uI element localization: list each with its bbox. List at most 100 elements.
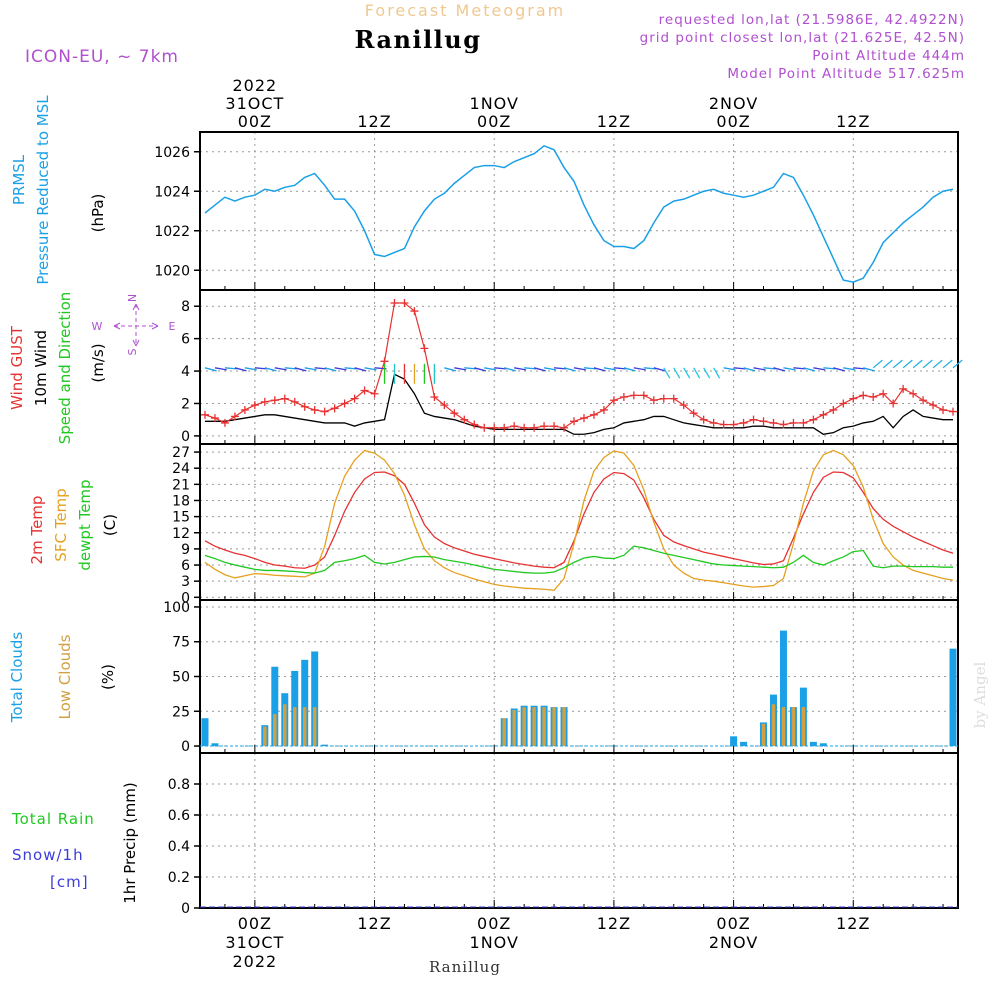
time-label: 00Z (716, 914, 750, 933)
gust-marker (300, 402, 309, 411)
wind-direction-arrow (484, 367, 497, 371)
gust-marker (220, 418, 229, 427)
low-cloud-bar (263, 726, 267, 747)
gust-marker (949, 407, 958, 416)
pressure-ytick-label: 1024 (154, 184, 190, 200)
precipitation-ytick-label: 0.4 (168, 839, 190, 855)
wind-direction-arrow (853, 367, 866, 370)
gust-marker (460, 415, 469, 424)
total-cloud-bar (271, 666, 279, 747)
gust-marker (290, 397, 299, 406)
low-cloud-bar (273, 714, 277, 747)
total-cloud-bar (730, 736, 738, 747)
model-label: ICON-EU, ~ 7km (25, 47, 179, 67)
wind-direction-arrow (803, 367, 816, 372)
gust-marker (729, 420, 738, 429)
gust-marker (570, 417, 579, 426)
low-cloud-bar (552, 707, 556, 747)
gust-series-line (204, 302, 954, 429)
temperature-ytick-label: 0 (181, 590, 190, 606)
gust-marker (470, 420, 479, 429)
gust-marker (280, 394, 289, 403)
gust-marker (629, 391, 638, 400)
wind-direction-arrow (783, 367, 796, 371)
gust-marker (530, 423, 539, 432)
wind-direction-arrow (324, 367, 337, 372)
gust-marker (230, 412, 239, 421)
wind-direction-arrow (603, 367, 616, 371)
wind-direction-arrow (763, 367, 776, 370)
low-cloud-bar (562, 707, 566, 747)
wind-direction-arrow (902, 359, 913, 369)
wind-direction-arrow (863, 367, 876, 372)
total-cloud-bar (211, 743, 219, 747)
wind-direction-arrow (304, 367, 317, 371)
time-label: 1NOV (470, 94, 519, 113)
gust-marker (749, 415, 758, 424)
gust-marker (819, 410, 828, 419)
product-title: Forecast Meteogram (365, 1, 565, 20)
gust-marker (390, 298, 399, 307)
low-clouds-label: Low Clouds (56, 634, 74, 719)
clouds-unit: (%) (99, 664, 117, 690)
wind-direction-arrow (494, 367, 507, 370)
total-cloud-bar (809, 741, 817, 747)
gust-marker (719, 420, 728, 429)
gust-marker (849, 394, 858, 403)
wind-direction-arrow (912, 359, 923, 369)
pressure-ytick-label: 1026 (154, 145, 190, 161)
gust-marker (320, 407, 329, 416)
time-label: 00Z (477, 914, 511, 933)
gust-marker (919, 396, 928, 405)
wind-direction-arrow (892, 359, 903, 369)
time-label: 12Z (597, 914, 631, 933)
temp-unit: (C) (101, 514, 119, 536)
snow-label: Snow/1h (12, 846, 84, 864)
gust-marker (939, 405, 948, 414)
temperature-ytick-label: 3 (181, 574, 190, 590)
wind-direction-arrow (663, 367, 671, 379)
clouds-ytick-label: 25 (172, 704, 190, 720)
compass-n: N (126, 294, 139, 302)
wind-direction-arrow (673, 367, 681, 379)
temperature-ytick-label: 9 (181, 542, 190, 558)
precipitation-ytick-label: 0.8 (168, 777, 190, 793)
pressure-panel: 1020 1022 1024 1026 (154, 131, 959, 291)
clouds-ytick-label: 50 (172, 670, 190, 686)
wind-direction-arrow (234, 367, 247, 372)
compass-e: E (169, 320, 176, 333)
wind-direction-arrow (593, 367, 606, 372)
wind-direction-arrow (344, 367, 357, 370)
low-cloud-bar (781, 707, 786, 747)
wind-direction-arrow (643, 367, 656, 370)
gust-marker (430, 392, 439, 401)
temperature-ytick-label: 27 (172, 445, 190, 461)
temp-series-line-1 (204, 449, 954, 592)
gust-marker (599, 405, 608, 414)
wind-panel: 0 2 4 6 8 (181, 289, 963, 445)
wind-direction-arrow (554, 367, 567, 370)
pressure-unit: (hPa) (89, 194, 107, 233)
gust-marker (510, 422, 519, 431)
gust-marker (550, 422, 559, 431)
temperature-ytick-label: 6 (181, 558, 190, 574)
time-label: 00Z (238, 112, 272, 131)
precipitation-panel: 0 0.2 0.4 0.6 0.8 (168, 752, 959, 917)
wind-direction-arrow (214, 367, 227, 371)
wind-direction-arrow (224, 367, 237, 370)
time-label: 00Z (238, 914, 272, 933)
gust-marker (689, 409, 698, 418)
gust-marker (619, 392, 628, 401)
wind-direction-arrow (743, 367, 756, 372)
wind-direction-arrow (683, 367, 691, 379)
clouds-panel: 0 25 50 75 100 (163, 599, 959, 755)
time-label: 31OCT (225, 933, 284, 952)
wind-direction-arrow (942, 359, 953, 369)
panels-group: 1020102210241026024680369121518212427025… (154, 131, 963, 917)
gust-marker (260, 397, 269, 406)
wind-ytick-label: 6 (181, 332, 190, 348)
gust-marker (370, 389, 379, 398)
